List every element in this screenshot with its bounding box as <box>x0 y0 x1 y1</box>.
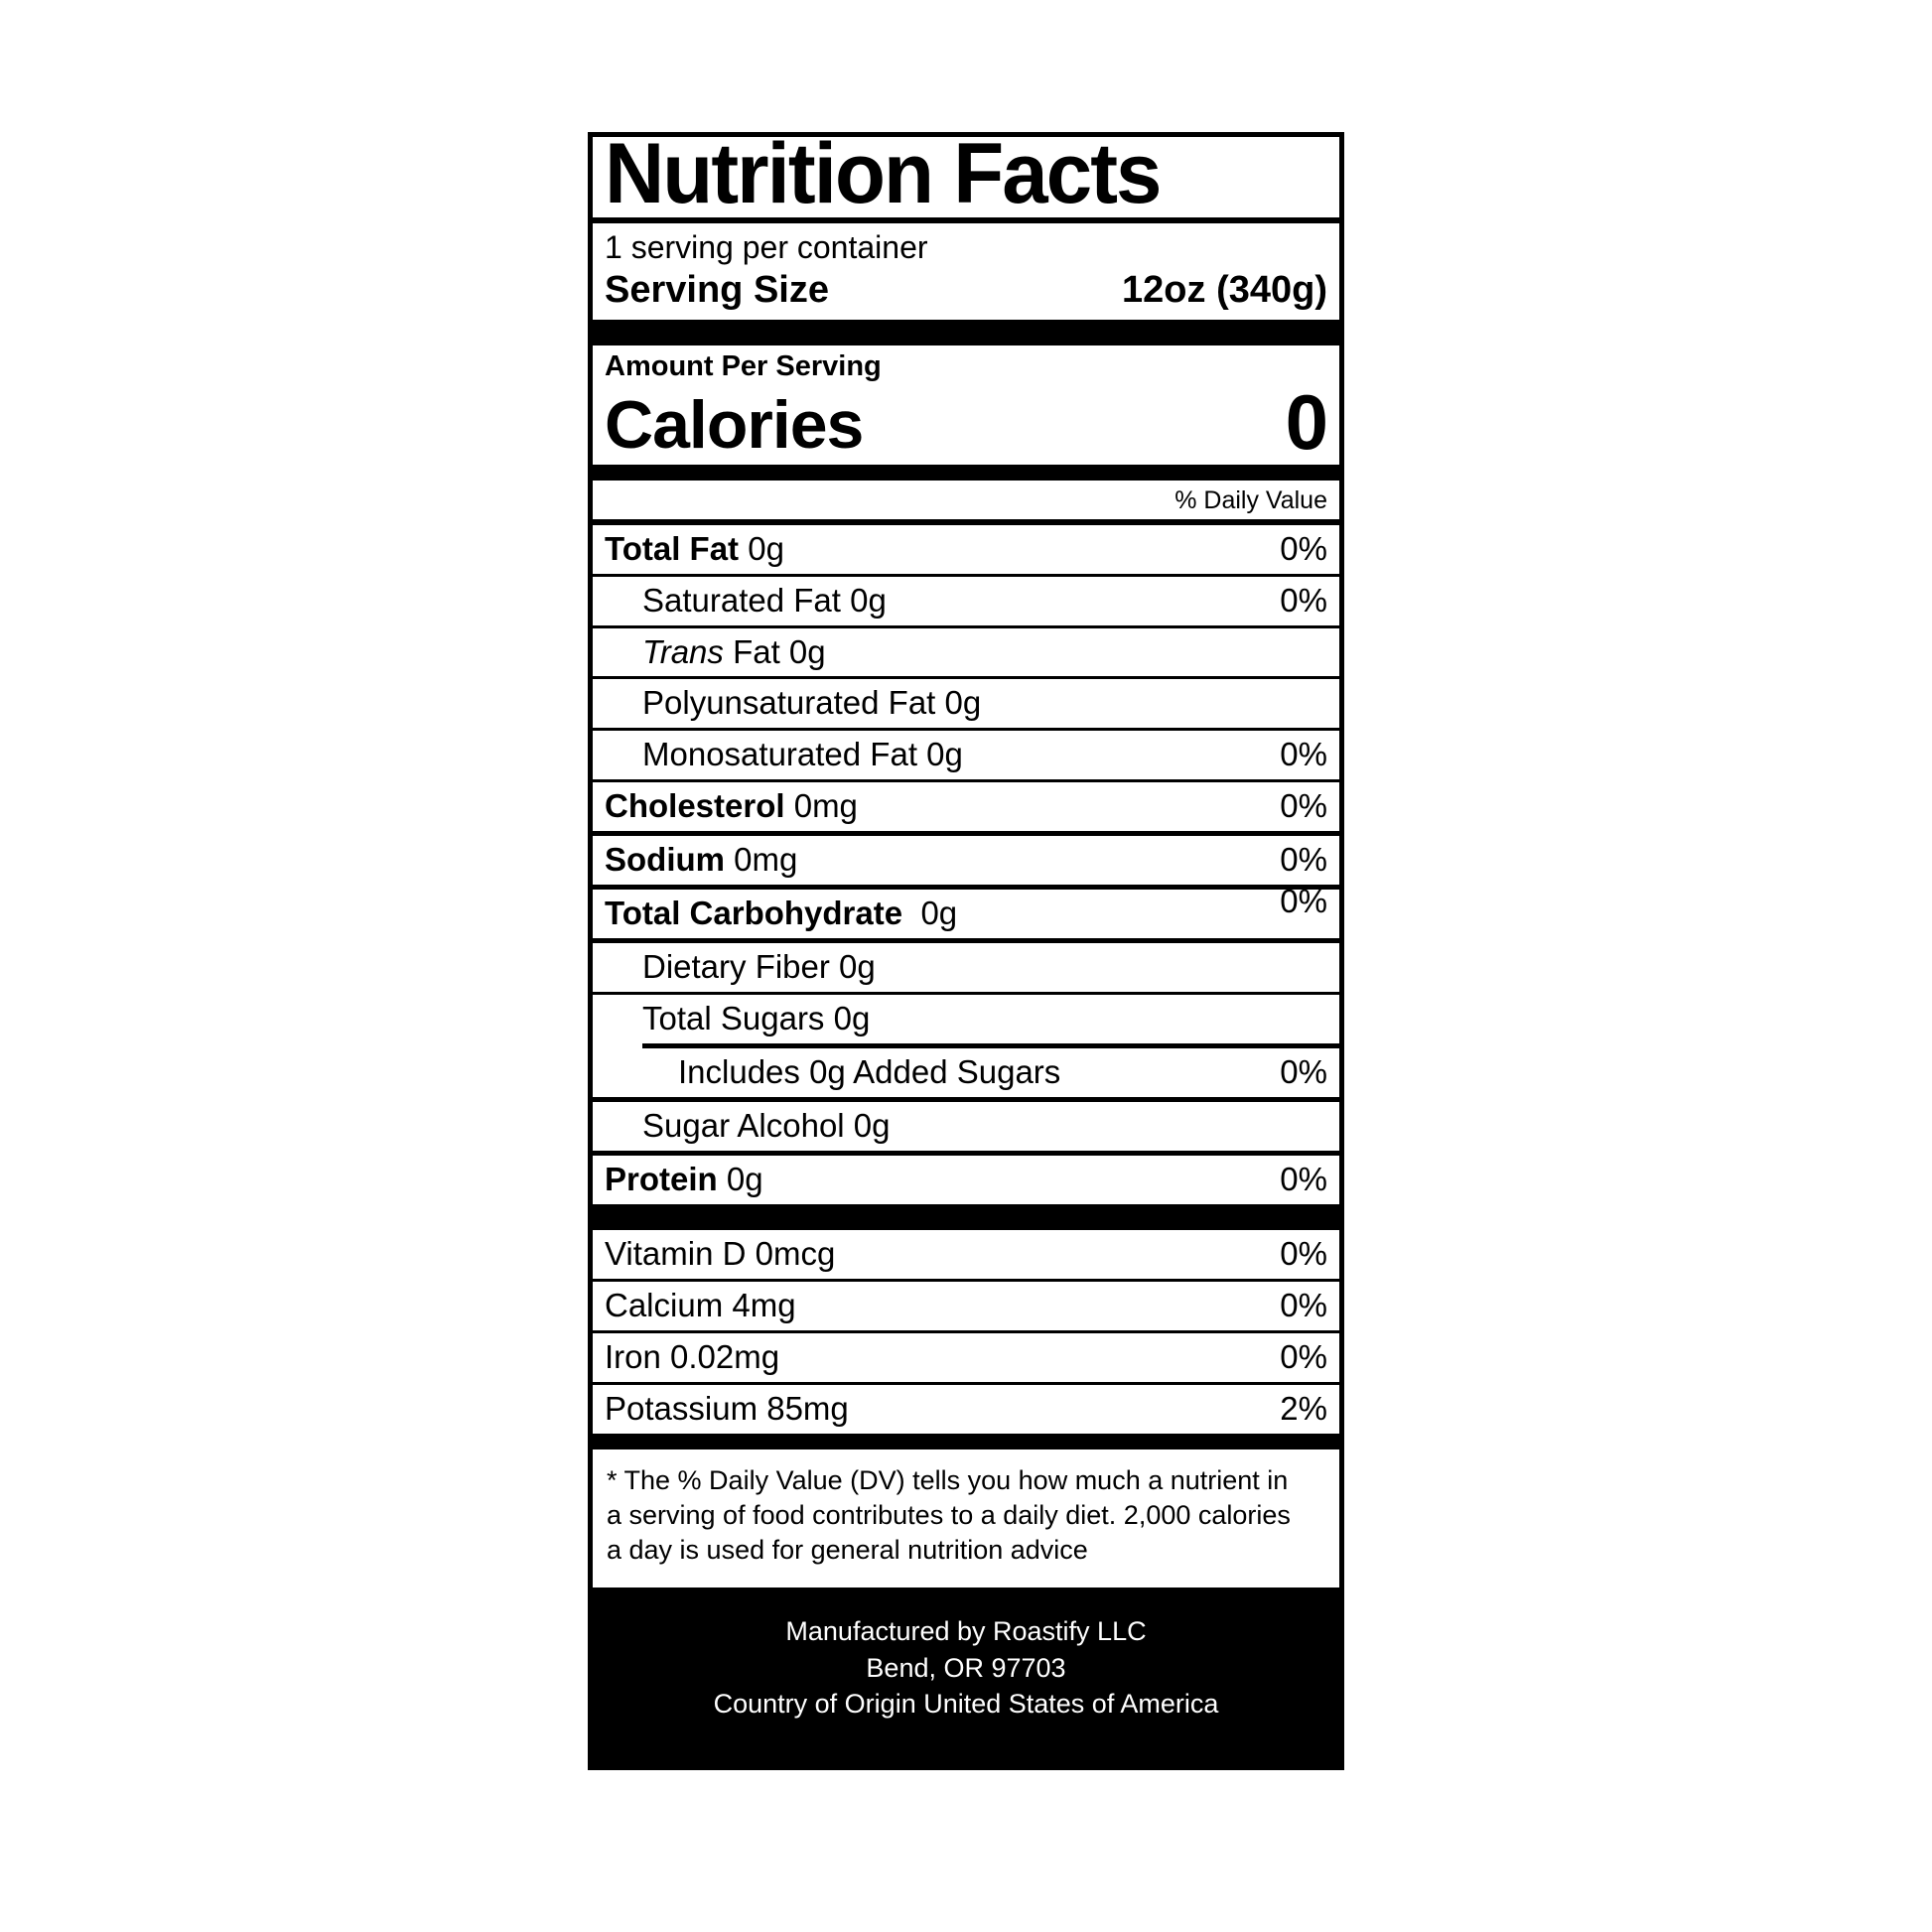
row-saturated-fat: Saturated Fat 0g 0% <box>593 577 1339 628</box>
row-polyunsaturated-fat: Polyunsaturated Fat 0g <box>593 679 1339 732</box>
footnote-line-3: a day is used for general nutrition advi… <box>607 1535 1088 1566</box>
row-calcium: Calcium 4mg 0% <box>593 1282 1339 1333</box>
sodium-amount: 0mg <box>734 841 798 879</box>
trans-fat-rest: Fat 0g <box>723 632 826 670</box>
thick-divider-above-calories <box>593 319 1339 345</box>
polyunsaturated-fat-label: Polyunsaturated Fat 0g <box>642 684 982 722</box>
footnote-line-1: * The % Daily Value (DV) tells you how m… <box>607 1464 1289 1495</box>
calories-row: Calories 0 <box>593 383 1339 465</box>
sugar-alcohol-label: Sugar Alcohol 0g <box>642 1107 891 1145</box>
total-carbohydrate-label: Total Carbohydrate <box>605 895 903 932</box>
row-total-fat: Total Fat 0g 0% <box>593 525 1339 577</box>
row-trans-fat: Trans Fat 0g <box>593 628 1339 680</box>
total-sugars-label: Total Sugars 0g <box>642 1000 871 1037</box>
row-cholesterol: Cholesterol 0mg 0% <box>593 782 1339 837</box>
manufacturer-block: Manufactured by Roastify LLC Bend, OR 97… <box>593 1587 1339 1766</box>
page-title: Nutrition Facts <box>605 126 1162 221</box>
cholesterol-dv: 0% <box>1280 787 1327 825</box>
row-monosaturated-fat: Monosaturated Fat 0g 0% <box>593 731 1339 783</box>
added-sugars-label: Includes 0g Added Sugars <box>678 1053 1061 1091</box>
row-sugar-alcohol: Sugar Alcohol 0g <box>593 1102 1339 1157</box>
vitamins-section: Vitamin D 0mcg 0% Calcium 4mg 0% Iron 0.… <box>593 1230 1339 1434</box>
vitamin-d-dv: 0% <box>1280 1235 1327 1273</box>
divider-above-vitamins <box>593 1204 1339 1231</box>
protein-amount: 0g <box>726 1161 763 1198</box>
row-potassium: Potassium 85mg 2% <box>593 1385 1339 1434</box>
daily-value-header: % Daily Value <box>593 481 1339 525</box>
potassium-label: Potassium 85mg <box>605 1389 849 1427</box>
total-fat-dv: 0% <box>1280 529 1327 567</box>
calcium-label: Calcium 4mg <box>605 1286 796 1323</box>
cholesterol-amount: 0mg <box>793 787 858 825</box>
row-added-sugars: Includes 0g Added Sugars 0% <box>593 1048 1339 1103</box>
row-sodium: Sodium 0mg 0% <box>593 836 1339 891</box>
cholesterol-label: Cholesterol <box>605 787 785 825</box>
nutrition-facts-label: Nutrition Facts 1 serving per container … <box>588 126 1344 1771</box>
total-fat-label: Total Fat <box>605 529 740 567</box>
serving-size-value: 12oz (340g) <box>1122 268 1327 311</box>
saturated-fat-dv: 0% <box>1280 581 1327 619</box>
calories-label: Calories <box>605 387 864 464</box>
total-fat-amount: 0g <box>748 529 784 567</box>
amount-per-serving-label: Amount Per Serving <box>605 349 882 382</box>
cholesterol-label-wrap: Cholesterol 0mg <box>605 787 858 825</box>
row-iron: Iron 0.02mg 0% <box>593 1333 1339 1385</box>
sodium-label-wrap: Sodium 0mg <box>605 841 798 879</box>
calories-value: 0 <box>1285 377 1328 466</box>
manufacturer-address: Bend, OR 97703 <box>866 1652 1066 1683</box>
calcium-dv: 0% <box>1280 1286 1327 1323</box>
row-total-carbohydrate: Total Carbohydrate 0g 0% <box>593 883 1339 944</box>
protein-dv: 0% <box>1280 1161 1327 1198</box>
title-section: Nutrition Facts <box>593 126 1339 223</box>
trans-fat-label: Trans Fat 0g <box>642 632 826 671</box>
dietary-fiber-label: Dietary Fiber 0g <box>642 948 876 986</box>
serving-size-row: Serving Size 12oz (340g) <box>593 266 1339 320</box>
monosaturated-fat-label: Monosaturated Fat 0g <box>642 736 963 773</box>
sodium-dv: 0% <box>1280 841 1327 879</box>
iron-label: Iron 0.02mg <box>605 1337 780 1375</box>
total-carbohydrate-amount: 0g <box>920 895 958 932</box>
carb-label-wrap: Total Carbohydrate 0g <box>605 895 958 932</box>
protein-label: Protein <box>605 1161 718 1198</box>
added-sugars-dv: 0% <box>1280 1053 1327 1091</box>
country-of-origin: Country of Origin United States of Ameri… <box>713 1688 1219 1719</box>
row-total-fat-name: Total Fat 0g <box>605 529 784 568</box>
total-carbohydrate-dv: 0% <box>1280 883 1327 920</box>
servings-section: 1 serving per container Serving Size 12o… <box>593 223 1339 320</box>
protein-label-wrap: Protein 0g <box>605 1161 763 1198</box>
footnote-line-2: a serving of food contributes to a daily… <box>607 1499 1291 1530</box>
row-total-sugars: Total Sugars 0g <box>593 995 1339 1043</box>
row-vitamin-d: Vitamin D 0mcg 0% <box>593 1230 1339 1282</box>
divider-below-calories <box>593 464 1339 481</box>
row-dietary-fiber: Dietary Fiber 0g <box>593 943 1339 996</box>
servings-per-container: 1 serving per container <box>605 228 928 265</box>
iron-dv: 0% <box>1280 1337 1327 1375</box>
manufacturer-name: Manufactured by Roastify LLC <box>785 1616 1147 1647</box>
nutrients-section: Total Fat 0g 0% Saturated Fat 0g 0% Tran… <box>593 525 1339 1204</box>
sodium-label: Sodium <box>605 841 725 879</box>
saturated-fat-label: Saturated Fat 0g <box>642 581 887 619</box>
monosaturated-fat-dv: 0% <box>1280 736 1327 773</box>
divider-above-footnote <box>593 1433 1339 1449</box>
vitamin-d-label: Vitamin D 0mcg <box>605 1235 836 1273</box>
total-sugars-underline <box>642 1043 1339 1049</box>
serving-size-label: Serving Size <box>605 268 829 311</box>
potassium-dv: 2% <box>1280 1389 1327 1427</box>
row-protein: Protein 0g 0% <box>593 1156 1339 1204</box>
calories-section: Amount Per Serving Calories 0 <box>593 345 1339 465</box>
daily-value-footnote: * The % Daily Value (DV) tells you how m… <box>593 1449 1339 1587</box>
trans-word: Trans <box>642 632 724 670</box>
